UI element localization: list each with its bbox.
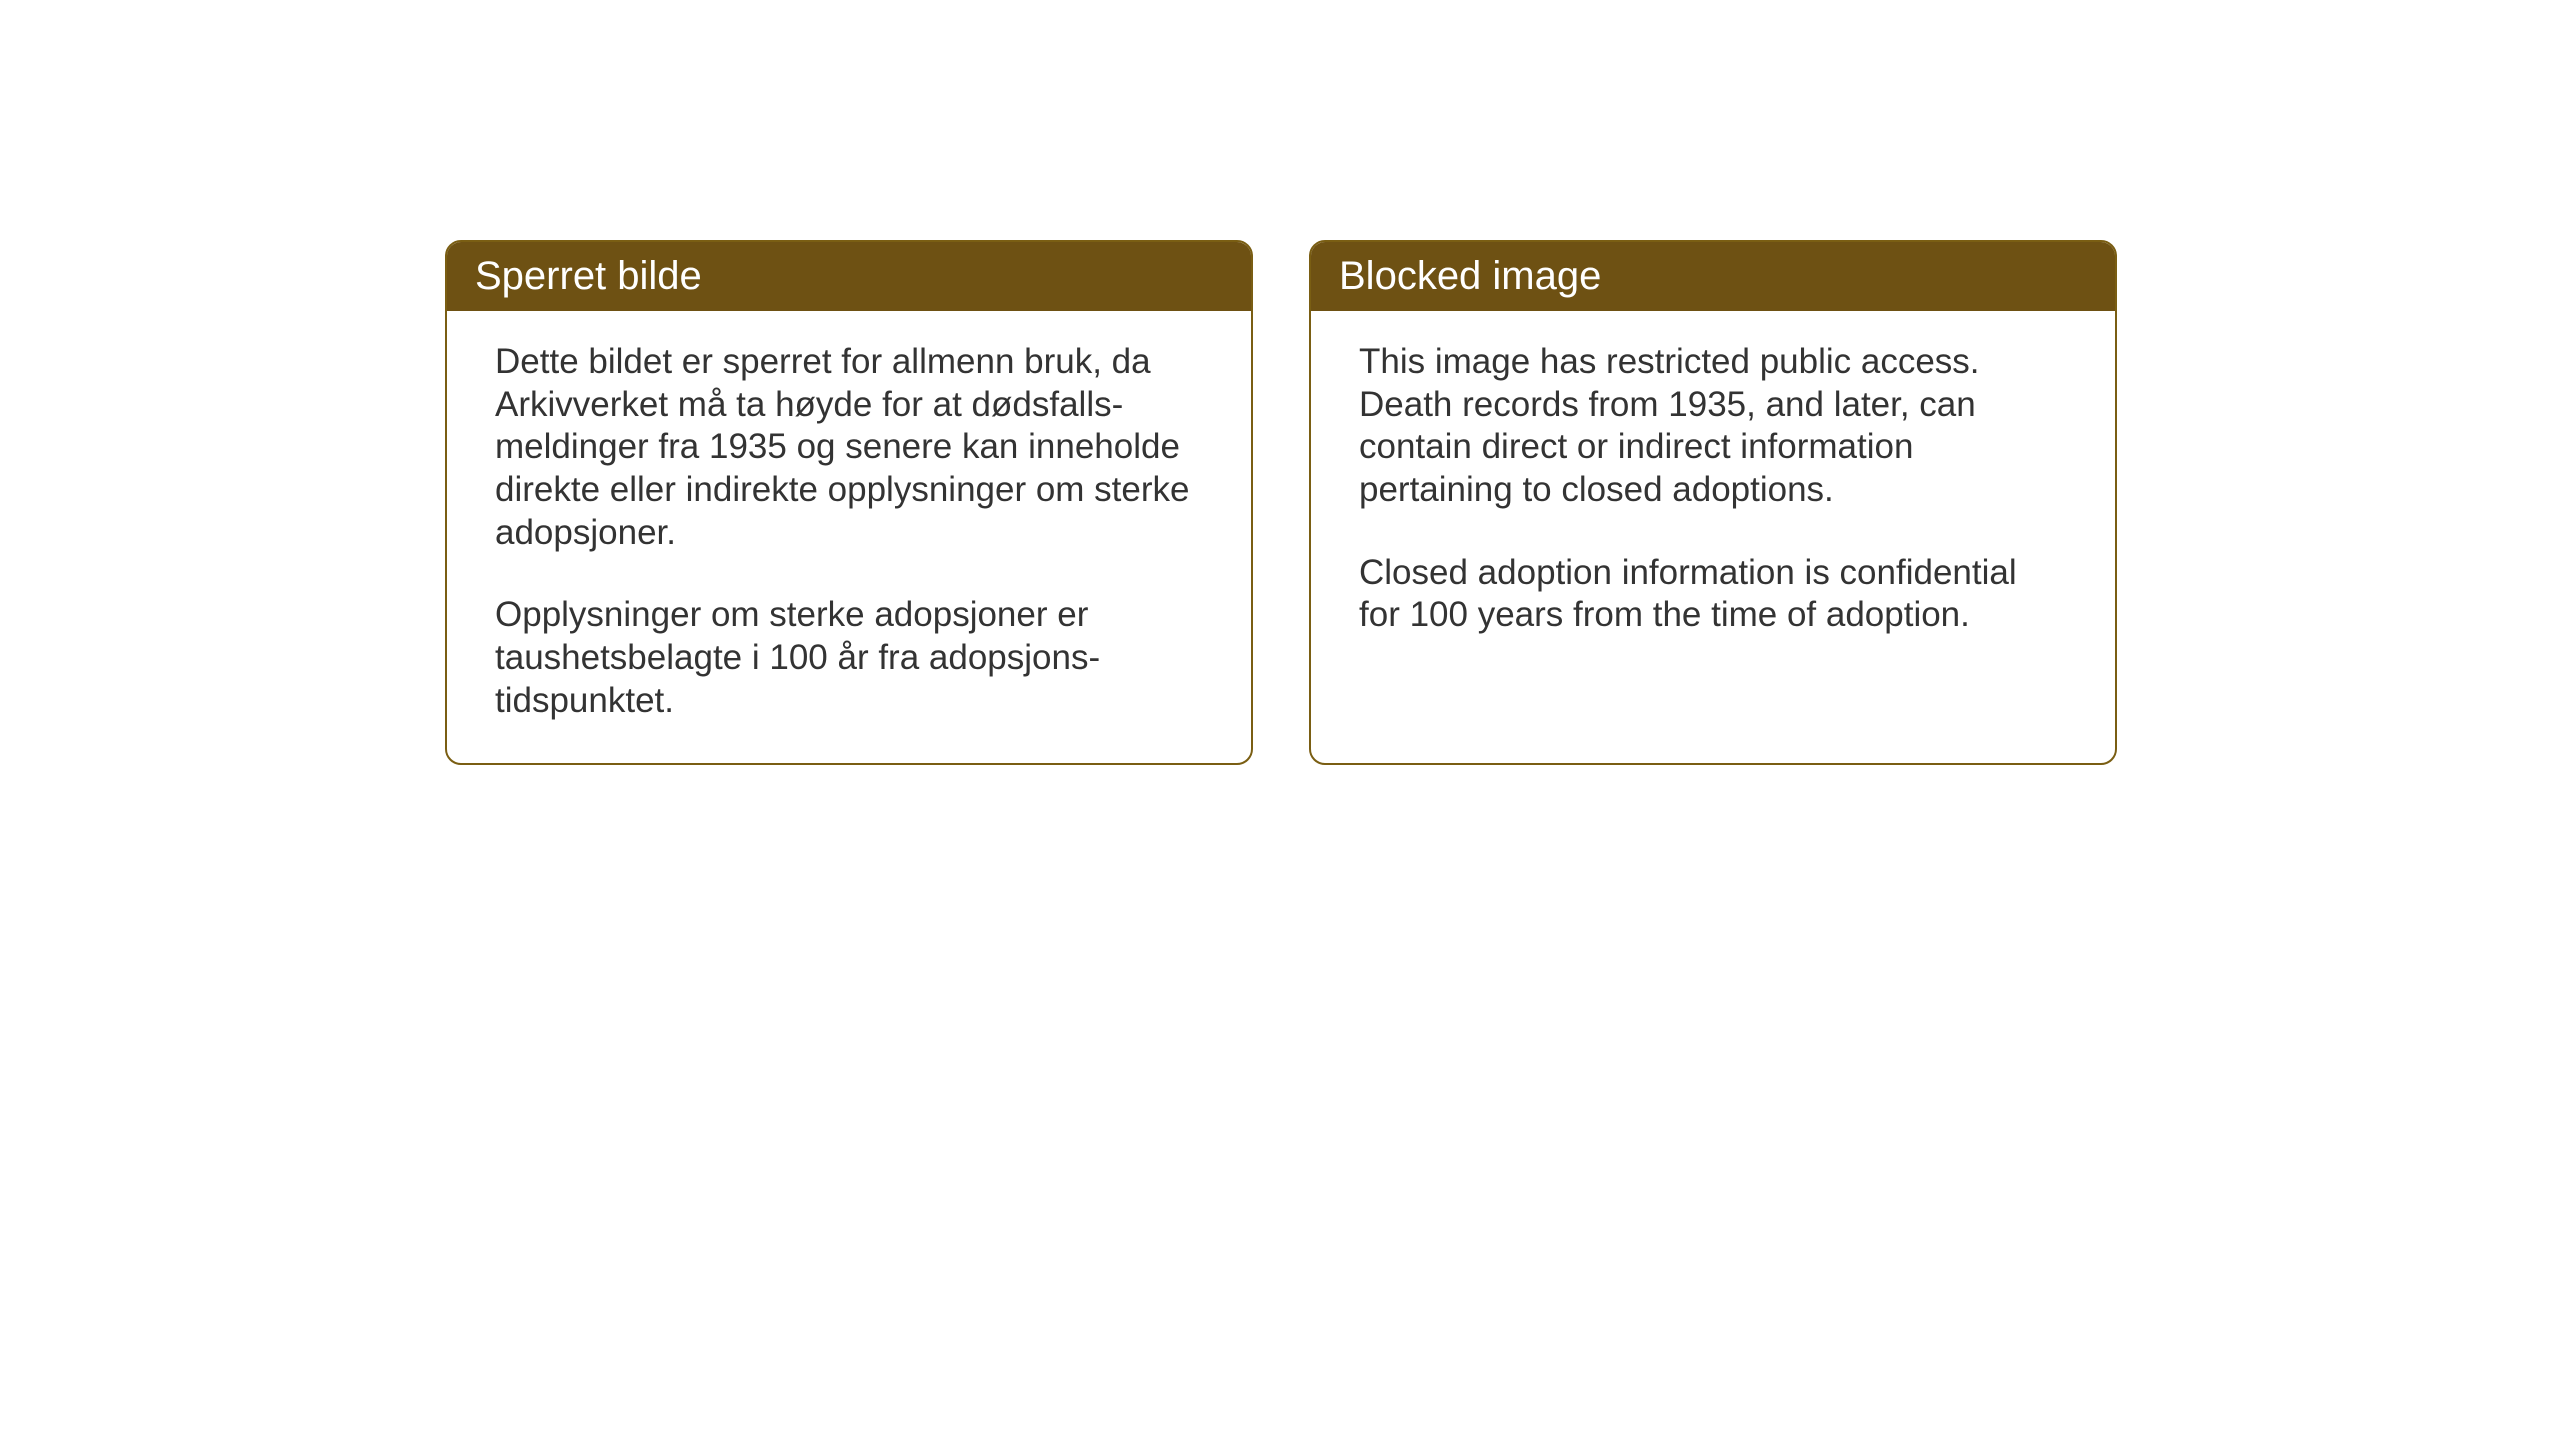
card-body-norwegian: Dette bildet er sperret for allmenn bruk… bbox=[447, 311, 1251, 763]
card-paragraph-2-english: Closed adoption information is confident… bbox=[1359, 552, 2067, 637]
card-header-english: Blocked image bbox=[1311, 242, 2115, 311]
card-title-norwegian: Sperret bilde bbox=[475, 254, 702, 298]
card-title-english: Blocked image bbox=[1339, 254, 1601, 298]
notice-container: Sperret bilde Dette bildet er sperret fo… bbox=[445, 240, 2117, 765]
card-header-norwegian: Sperret bilde bbox=[447, 242, 1251, 311]
card-paragraph-2-norwegian: Opplysninger om sterke adopsjoner er tau… bbox=[495, 594, 1203, 722]
notice-card-english: Blocked image This image has restricted … bbox=[1309, 240, 2117, 765]
notice-card-norwegian: Sperret bilde Dette bildet er sperret fo… bbox=[445, 240, 1253, 765]
card-paragraph-1-norwegian: Dette bildet er sperret for allmenn bruk… bbox=[495, 341, 1203, 554]
card-body-english: This image has restricted public access.… bbox=[1311, 311, 2115, 677]
card-paragraph-1-english: This image has restricted public access.… bbox=[1359, 341, 2067, 512]
